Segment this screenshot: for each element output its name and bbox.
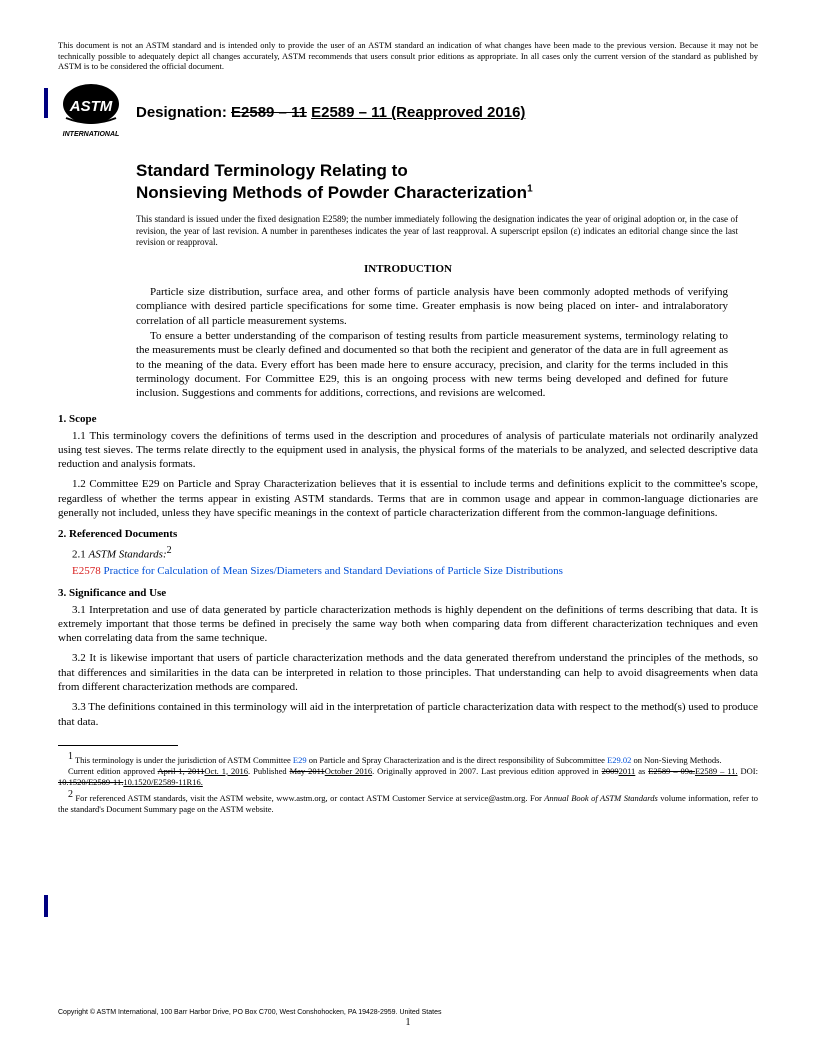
sig-3-1: 3.1 Interpretation and use of data gener… bbox=[58, 603, 758, 646]
fn1b-s5: 10.1520/E2589-11. bbox=[58, 777, 123, 787]
intro-p2: To ensure a better understanding of the … bbox=[136, 329, 728, 400]
sig-heading: 3. Significance and Use bbox=[58, 587, 758, 599]
astm-logo: ASTM INTERNATIONAL bbox=[58, 84, 124, 142]
sig-3-2: 3.2 It is likewise important that users … bbox=[58, 651, 758, 694]
fn1b-a: Current edition approved bbox=[68, 766, 158, 776]
ref-e2578-title[interactable]: Practice for Calculation of Mean Sizes/D… bbox=[101, 565, 563, 577]
fn1b-s4: E2589 – 09a. bbox=[648, 766, 695, 776]
title-line1: Standard Terminology Relating to bbox=[136, 161, 408, 180]
sig-3-3: 3.3 The definitions contained in this te… bbox=[58, 700, 758, 729]
fn1-text-b: on Particle and Spray Characterization a… bbox=[307, 755, 608, 765]
ref-2-1-sup: 2 bbox=[167, 545, 172, 556]
fn1b-s1: April 1, 2011 bbox=[158, 766, 205, 776]
fn1b-s3: 2009 bbox=[602, 766, 619, 776]
intro-block: Particle size distribution, surface area… bbox=[136, 285, 728, 400]
scope-heading: 1. Scope bbox=[58, 413, 758, 425]
ref-link-line: E2578 Practice for Calculation of Mean S… bbox=[58, 564, 758, 578]
main-title: Standard Terminology Relating to Nonsiev… bbox=[136, 160, 758, 204]
fn1b-u4: E2589 – 11. bbox=[695, 766, 738, 776]
fn2-italic: Annual Book of ASTM Standards bbox=[544, 793, 658, 803]
fn1-text-a: This terminology is under the jurisdicti… bbox=[73, 755, 293, 765]
designation-label: Designation: bbox=[136, 104, 227, 121]
designation-new: E2589 – 11 (Reapproved 2016) bbox=[311, 104, 525, 121]
designation-old: E2589 – 11 bbox=[231, 104, 307, 121]
issuance-note: This standard is issued under the fixed … bbox=[136, 214, 738, 249]
footnote-1: 1 This terminology is under the jurisdic… bbox=[58, 750, 758, 766]
title-line2: Nonsieving Methods of Powder Characteriz… bbox=[136, 183, 527, 202]
header-row: ASTM INTERNATIONAL Designation: E2589 – … bbox=[58, 84, 758, 142]
footnote-1b: Current edition approved April 1, 2011Oc… bbox=[58, 766, 758, 788]
intro-heading: INTRODUCTION bbox=[58, 263, 758, 275]
title-sup: 1 bbox=[527, 183, 533, 194]
fn1b-b: . Published bbox=[248, 766, 290, 776]
copyright-line: Copyright © ASTM International, 100 Barr… bbox=[58, 1009, 442, 1016]
fn1b-u5: 10.1520/E2589-11R16. bbox=[123, 777, 203, 787]
page-number: 1 bbox=[0, 1017, 816, 1028]
ref-2-1-label: 2.1 bbox=[72, 549, 89, 561]
scope-1-1: 1.1 This terminology covers the definiti… bbox=[58, 429, 758, 472]
fn1b-c: . Originally approved in 2007. Last prev… bbox=[372, 766, 602, 776]
footnote-rule bbox=[58, 745, 178, 746]
ref-e2578-code[interactable]: E2578 bbox=[72, 565, 101, 577]
footnote-2: 2 For referenced ASTM standards, visit t… bbox=[58, 788, 758, 815]
fn1b-u2: October 2016 bbox=[325, 766, 372, 776]
ref-2-1-italic: ASTM Standards: bbox=[89, 549, 167, 561]
scope-1-2: 1.2 Committee E29 on Particle and Spray … bbox=[58, 477, 758, 520]
fn1b-s2: May 2011 bbox=[290, 766, 325, 776]
designation-block: Designation: E2589 – 11 E2589 – 11 (Reap… bbox=[136, 104, 525, 121]
header-disclaimer: This document is not an ASTM standard an… bbox=[58, 40, 758, 72]
fn1-link-e2902[interactable]: E29.02 bbox=[607, 755, 631, 765]
fn1-link-e29[interactable]: E29 bbox=[293, 755, 307, 765]
intro-p1: Particle size distribution, surface area… bbox=[136, 285, 728, 328]
fn1b-u3: 2011 bbox=[619, 766, 636, 776]
refdocs-heading: 2. Referenced Documents bbox=[58, 528, 758, 540]
svg-text:ASTM: ASTM bbox=[69, 98, 113, 115]
fn1b-e: DOI: bbox=[738, 766, 758, 776]
fn1b-u1: Oct. 1, 2016 bbox=[204, 766, 248, 776]
fn1b-d: as bbox=[635, 766, 648, 776]
fn1-text-c: on Non-Sieving Methods. bbox=[631, 755, 721, 765]
ref-2-1: 2.1 ASTM Standards:2 bbox=[58, 544, 758, 562]
fn2-a: For referenced ASTM standards, visit the… bbox=[73, 793, 544, 803]
logo-subtext: INTERNATIONAL bbox=[63, 131, 120, 138]
